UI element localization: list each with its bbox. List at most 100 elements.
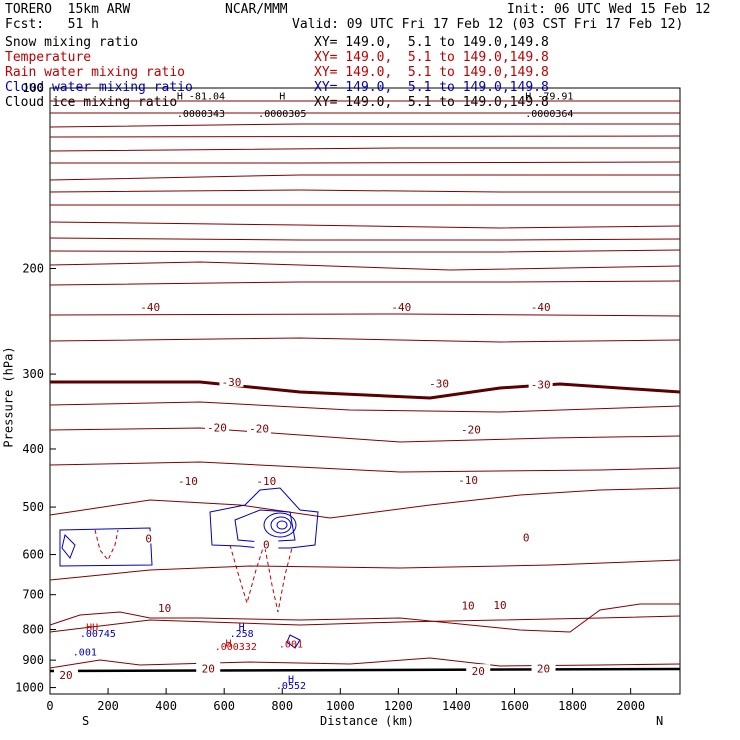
y-tick-label: 700 <box>22 588 44 602</box>
isotherm-line <box>49 280 681 286</box>
legend-cloudice-xy: XY= 149.0, 5.1 to 149.0,149.8 <box>314 95 549 110</box>
y-tick-label: 600 <box>22 548 44 562</box>
y-tick-label: 800 <box>22 622 44 636</box>
y-tick-label: 400 <box>22 442 44 456</box>
x-tick-label: 1800 <box>558 699 587 713</box>
contour-label-bg <box>53 667 78 680</box>
forecast-hour: Fcst: 51 h <box>5 17 99 32</box>
init-time: Init: 06 UTC Wed 15 Feb 12 <box>507 2 711 17</box>
isotherm-line <box>49 487 681 519</box>
y-axis-label: Pressure (hPa) <box>1 346 16 448</box>
cloud-water-contour <box>209 487 319 549</box>
extremum-label: HH <box>86 623 98 634</box>
contour-label-bg <box>254 473 279 486</box>
extremum-label: .001 <box>73 648 97 659</box>
contour-label-bg <box>196 661 221 674</box>
contour-label-bg <box>175 473 200 486</box>
rain-water-contour <box>264 547 293 613</box>
cloud-water-contour <box>270 516 292 534</box>
x-tick-label: 1600 <box>500 699 529 713</box>
cloud-water-contour <box>59 527 153 567</box>
isotherm-line <box>49 221 681 229</box>
y-tick-label: 500 <box>22 500 44 514</box>
isotherm-line <box>49 427 681 443</box>
extremum-label: .0552 <box>276 681 306 692</box>
contour-label-bg <box>456 473 481 486</box>
extremum-label: .0000364 <box>525 109 573 120</box>
temperature-label: 10 <box>158 602 171 615</box>
isotherm-line <box>49 401 681 413</box>
y-tick-label: 100 <box>22 81 44 95</box>
y-tick-label: 300 <box>22 367 44 381</box>
surface-line <box>49 667 681 673</box>
temperature-label: -40 <box>531 301 551 314</box>
isotherm-line <box>49 559 681 581</box>
cloud-water-contour <box>61 534 76 559</box>
legend-temp-xy: XY= 149.0, 5.1 to 149.0,149.8 <box>314 50 549 65</box>
isotherm-line <box>49 147 680 152</box>
cloud-water-contour <box>286 634 301 649</box>
extremum-label: .0000343 <box>177 109 225 120</box>
temperature-label: -10 <box>256 475 276 488</box>
x-axis-north-label: N <box>656 714 664 728</box>
contour-label-bg <box>466 664 491 677</box>
extremum-label: H <box>288 675 294 686</box>
axis-ticks: 0 200 400 600 800 1000 1200 1400 1600 1800 2000100… <box>15 81 645 713</box>
x-tick-label: 200 <box>97 699 119 713</box>
model-title: TORERO 15km ARW <box>5 2 131 17</box>
temperature-label: -10 <box>458 474 478 487</box>
y-tick-label: 1000 <box>15 681 44 695</box>
temperature-label: 0 <box>145 532 152 545</box>
isotherm-line <box>49 461 681 473</box>
temperature-label: 20 <box>472 665 485 678</box>
extremum-label: H -79.91 <box>525 92 573 103</box>
contour-label-bg <box>531 661 556 674</box>
temperature-label: -20 <box>207 421 227 434</box>
cloud-water-contour <box>263 512 297 538</box>
extremum-label: H -81.04 <box>177 92 225 103</box>
contour-label-bg <box>136 531 161 544</box>
contour-label-bg <box>254 537 279 550</box>
x-tick-label: 400 <box>155 699 177 713</box>
cloud-water-contour <box>234 509 296 543</box>
isotherm-line <box>49 174 680 181</box>
temperature-label: 10 <box>461 600 474 613</box>
extremum-label: H <box>239 623 245 634</box>
contour-label-bg <box>389 300 414 313</box>
x-tick-label: 1000 <box>326 699 355 713</box>
legend-cloudice-label: Cloud ice mixing ratio <box>5 95 178 110</box>
temperature-label: -40 <box>140 301 160 314</box>
isotherm-line <box>49 135 681 138</box>
contour-label-bg <box>204 420 229 433</box>
cloud-water-contours <box>59 487 319 649</box>
isotherm-line <box>49 261 681 271</box>
isotherm-line <box>50 161 681 164</box>
extremum-label: .00745 <box>80 629 116 640</box>
contour-labels: -40 -40 -40 -30 -30 -30 -20 -20 -20 -10 -10 -10 0 0 0 1… <box>53 92 573 692</box>
contour-label-bg <box>219 374 244 387</box>
x-tick-label: 1200 <box>384 699 413 713</box>
isotherm-line <box>50 380 681 400</box>
temperature-label: -20 <box>461 423 481 436</box>
temperature-label: 10 <box>493 599 506 612</box>
isotherm-line <box>49 657 681 669</box>
temperature-label: 20 <box>202 663 215 676</box>
contour-label-bg <box>152 600 177 613</box>
rain-water-contour <box>229 544 264 605</box>
extremum-label: .258 <box>230 629 254 640</box>
legend-temp-label: Temperature <box>5 50 92 65</box>
isotherm-line <box>49 189 680 193</box>
rain-water-contours <box>94 529 293 613</box>
temperature-label: 0 <box>263 538 270 551</box>
legend-rain-xy: XY= 149.0, 5.1 to 149.0,149.8 <box>314 65 549 80</box>
extremum-label: .0000305 <box>258 109 306 120</box>
contour-label-bg <box>528 300 553 313</box>
isotherm-line <box>49 249 681 253</box>
x-tick-label: 600 <box>213 699 235 713</box>
extremum-label: .000332 <box>215 642 257 653</box>
temperature-label: -30 <box>531 378 551 391</box>
temperature-label: 0 <box>523 532 530 545</box>
x-tick-label: 0 <box>46 699 53 713</box>
legend-snow-label: Snow mixing ratio <box>5 35 139 50</box>
